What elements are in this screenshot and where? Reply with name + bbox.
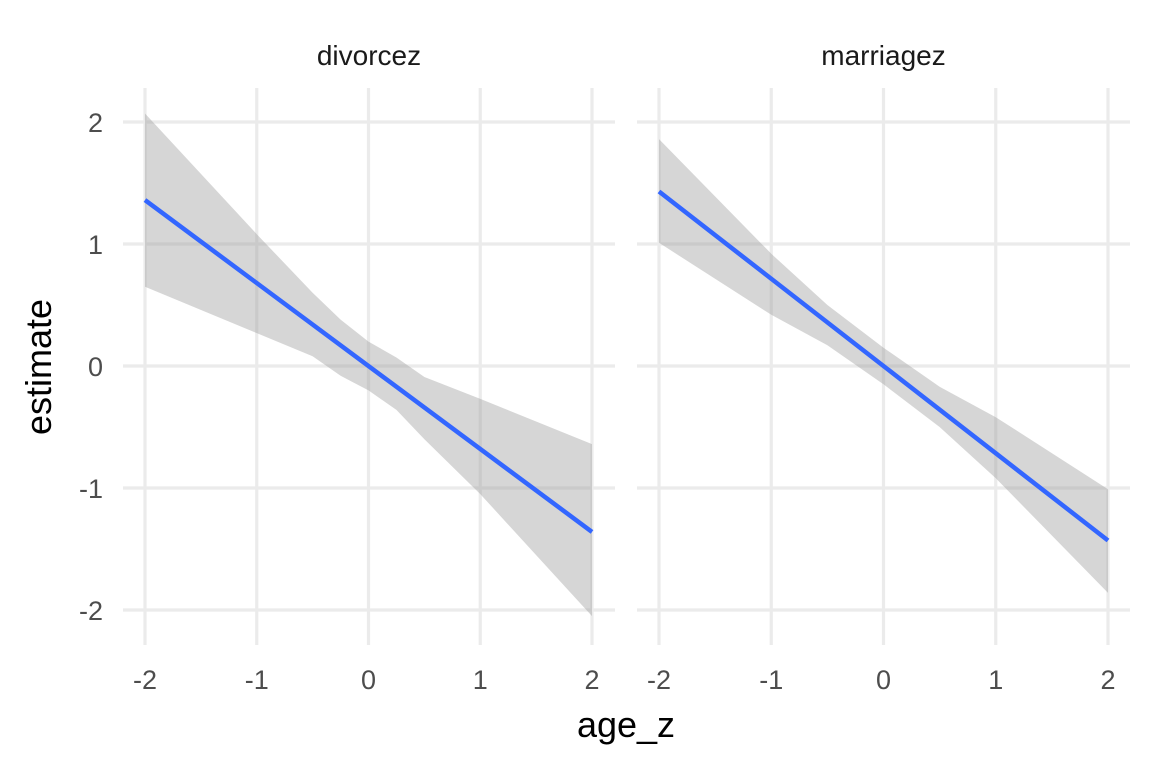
x-tick-label: 0 — [361, 665, 376, 695]
facet-panel-0: divorcez -2 -1 0 1 2 2 1 0 -1 -2 — [79, 40, 615, 695]
x-axis-title: age_z — [577, 704, 675, 745]
y-axis-title: estimate — [18, 299, 59, 435]
y-tick-label: 0 — [88, 352, 103, 382]
panels-layer: divorcez -2 -1 0 1 2 2 1 0 -1 -2 marriagez -2 -1 0 1 2 — [79, 40, 1130, 695]
fit-line — [657, 189, 1110, 543]
y-tick-label: -1 — [79, 474, 103, 504]
y-tick-label: 1 — [88, 230, 103, 260]
x-tick-label: -1 — [245, 665, 269, 695]
facet-title: divorcez — [317, 40, 421, 71]
x-tick-label: -2 — [133, 665, 157, 695]
x-tick-label: 0 — [876, 665, 891, 695]
x-tick-label: 1 — [988, 665, 1003, 695]
x-tick-label: 1 — [473, 665, 488, 695]
x-tick-label: 2 — [584, 665, 599, 695]
y-tick-label: 2 — [88, 108, 103, 138]
x-tick-label: 2 — [1100, 665, 1115, 695]
x-tick-label: -1 — [759, 665, 783, 695]
y-tick-label: -2 — [79, 596, 103, 626]
x-tick-label: -2 — [647, 665, 671, 695]
facet-panel-1: marriagez -2 -1 0 1 2 — [637, 40, 1130, 695]
fit-line — [143, 198, 594, 534]
facet-title: marriagez — [821, 40, 945, 71]
